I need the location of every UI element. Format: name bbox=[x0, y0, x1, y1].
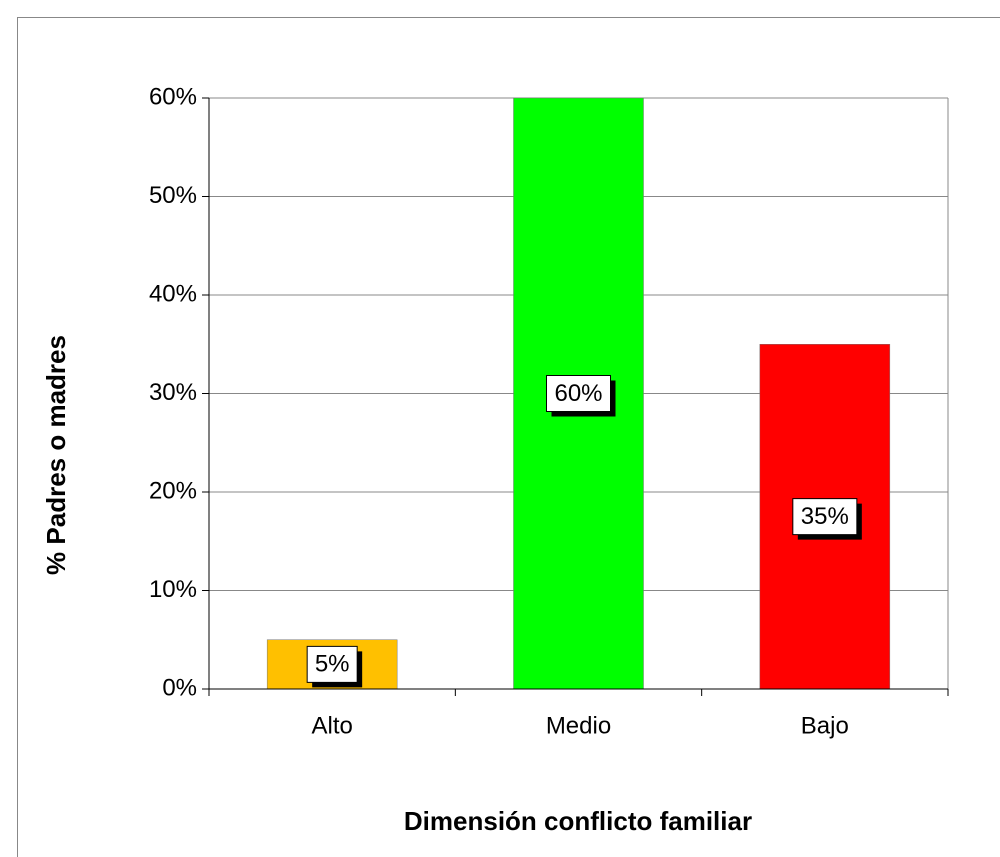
y-tick-label: 10% bbox=[149, 576, 197, 603]
y-axis-title: % Padres o madres bbox=[41, 335, 71, 575]
data-label: 60% bbox=[554, 380, 602, 407]
x-axis-title: Dimensión conflicto familiar bbox=[404, 806, 752, 836]
data-label: 5% bbox=[315, 651, 350, 678]
data-label-box bbox=[546, 375, 611, 412]
y-tick-label: 40% bbox=[149, 280, 197, 307]
y-tick-label: 0% bbox=[162, 674, 197, 701]
y-tick-label: 50% bbox=[149, 182, 197, 209]
data-label-box bbox=[306, 645, 358, 683]
data-label-box bbox=[792, 498, 858, 536]
y-tick-label: 30% bbox=[149, 379, 197, 406]
data-label: 35% bbox=[801, 503, 849, 530]
x-tick-label: Alto bbox=[311, 712, 352, 739]
x-tick-label: Medio bbox=[546, 712, 611, 739]
x-tick-label: Bajo bbox=[801, 712, 849, 739]
y-tick-label: 60% bbox=[149, 83, 197, 110]
y-tick-label: 20% bbox=[149, 477, 197, 504]
